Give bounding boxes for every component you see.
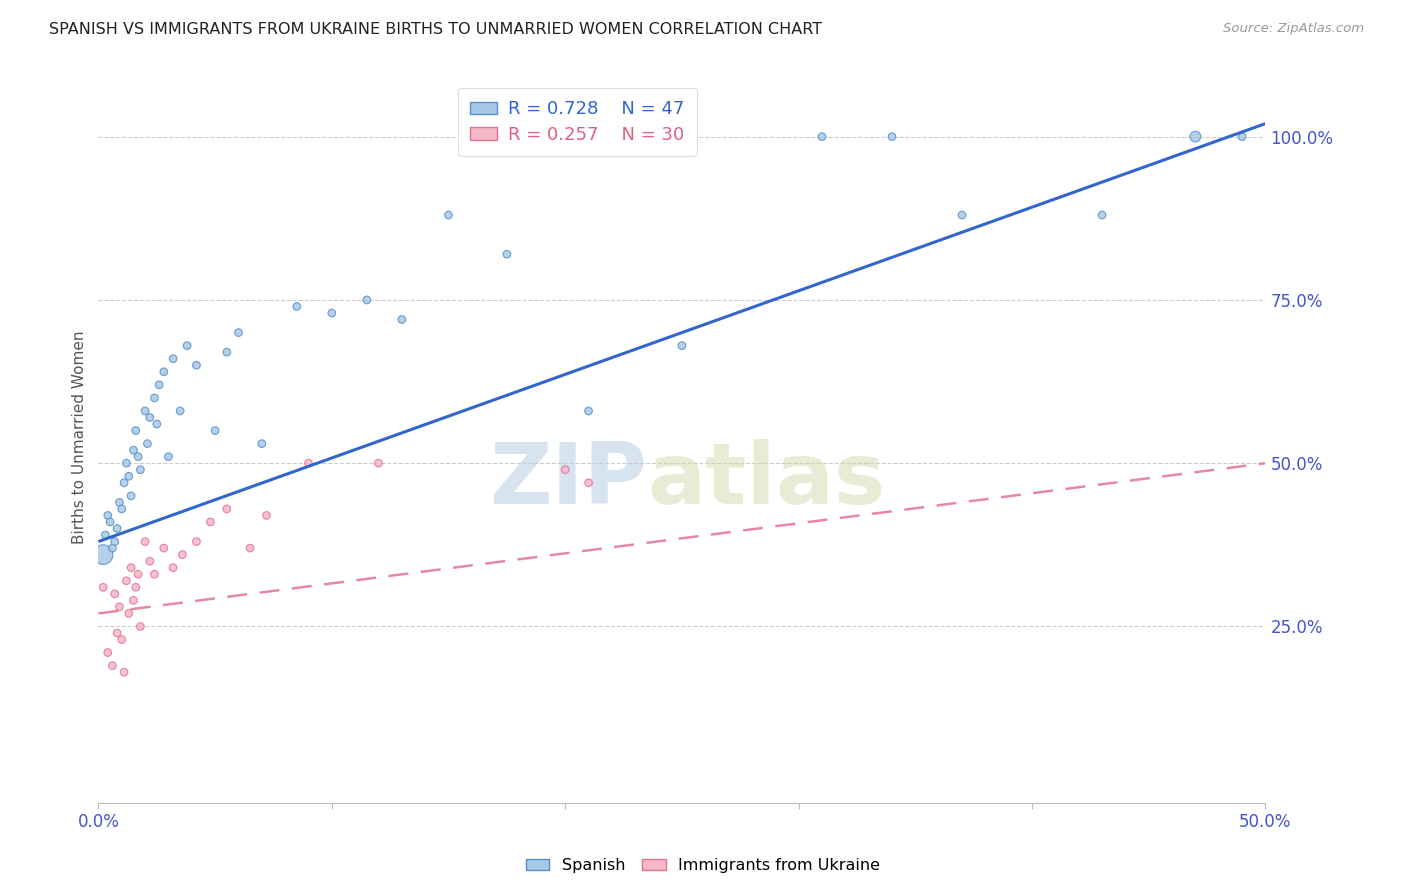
Point	[104, 534, 127, 549]
Point	[880, 129, 903, 144]
Point	[112, 665, 135, 680]
Point	[152, 541, 174, 555]
Point	[111, 502, 134, 516]
Point	[105, 626, 128, 640]
Point	[285, 300, 308, 314]
Point	[108, 495, 131, 509]
Point	[105, 521, 128, 535]
Point	[671, 338, 693, 352]
Point	[169, 404, 191, 418]
Point	[129, 619, 152, 633]
Point	[228, 326, 250, 340]
Legend: R = 0.728    N = 47, R = 0.257    N = 30: R = 0.728 N = 47, R = 0.257 N = 30	[457, 87, 697, 156]
Point	[176, 338, 198, 352]
Point	[120, 560, 142, 574]
Point	[91, 580, 114, 594]
Point	[437, 208, 460, 222]
Point	[146, 417, 169, 431]
Point	[118, 469, 141, 483]
Point	[91, 548, 114, 562]
Point	[97, 646, 120, 660]
Point	[200, 515, 222, 529]
Point	[578, 475, 600, 490]
Text: SPANISH VS IMMIGRANTS FROM UKRAINE BIRTHS TO UNMARRIED WOMEN CORRELATION CHART: SPANISH VS IMMIGRANTS FROM UKRAINE BIRTH…	[49, 22, 823, 37]
Point	[129, 463, 152, 477]
Point	[143, 567, 166, 582]
Point	[120, 489, 142, 503]
Y-axis label: Births to Unmarried Women: Births to Unmarried Women	[72, 330, 87, 544]
Point	[148, 377, 170, 392]
Point	[321, 306, 343, 320]
Point	[297, 456, 319, 470]
Point	[554, 463, 576, 477]
Point	[136, 436, 159, 450]
Point	[104, 587, 127, 601]
Point	[950, 208, 973, 222]
Point	[122, 593, 145, 607]
Point	[367, 456, 389, 470]
Point	[186, 534, 208, 549]
Point	[143, 391, 166, 405]
Point	[1184, 129, 1206, 144]
Point	[811, 129, 834, 144]
Point	[356, 293, 378, 307]
Point	[172, 548, 194, 562]
Point	[111, 632, 134, 647]
Point	[94, 528, 117, 542]
Point	[186, 358, 208, 372]
Point	[125, 580, 148, 594]
Point	[101, 658, 124, 673]
Point	[98, 515, 121, 529]
Point	[101, 541, 124, 555]
Point	[115, 574, 138, 588]
Point	[204, 424, 226, 438]
Point	[122, 443, 145, 458]
Point	[256, 508, 278, 523]
Point	[578, 404, 600, 418]
Point	[391, 312, 413, 326]
Point	[127, 450, 149, 464]
Point	[139, 554, 162, 568]
Point	[215, 345, 238, 359]
Text: atlas: atlas	[647, 440, 886, 523]
Text: ZIP: ZIP	[489, 440, 647, 523]
Point	[162, 351, 184, 366]
Point	[1230, 129, 1253, 144]
Point	[134, 534, 156, 549]
Point	[250, 436, 273, 450]
Point	[97, 508, 120, 523]
Point	[108, 599, 131, 614]
Point	[127, 567, 149, 582]
Point	[239, 541, 262, 555]
Text: Source: ZipAtlas.com: Source: ZipAtlas.com	[1223, 22, 1364, 36]
Point	[125, 424, 148, 438]
Point	[215, 502, 238, 516]
Point	[157, 450, 180, 464]
Point	[162, 560, 184, 574]
Point	[134, 404, 156, 418]
Point	[115, 456, 138, 470]
Point	[496, 247, 519, 261]
Point	[112, 475, 135, 490]
Legend: Spanish, Immigrants from Ukraine: Spanish, Immigrants from Ukraine	[519, 852, 887, 880]
Point	[118, 607, 141, 621]
Point	[152, 365, 174, 379]
Point	[139, 410, 162, 425]
Point	[1091, 208, 1114, 222]
